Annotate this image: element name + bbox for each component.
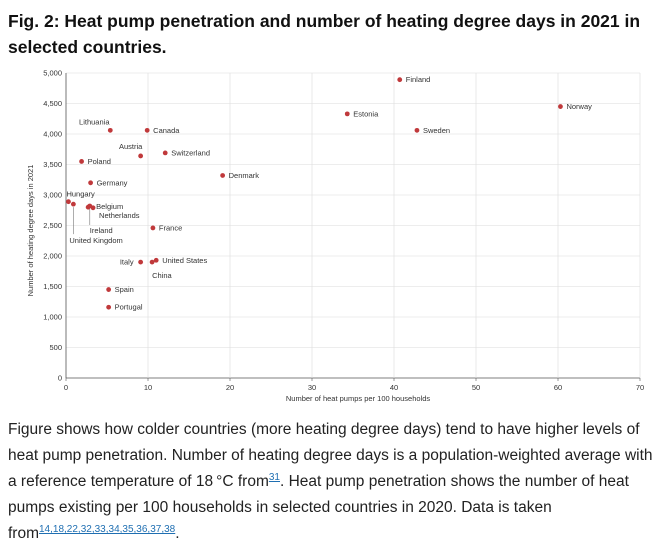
figure-title: Fig. 2: Heat pump penetration and number… [8, 11, 641, 57]
x-tick-label: 60 [554, 383, 562, 392]
y-tick-label: 4,500 [43, 99, 62, 108]
scatter-chart: 05001,0001,5002,0002,5003,0003,5004,0004… [26, 69, 644, 404]
data-point [66, 199, 71, 205]
data-point [149, 259, 155, 265]
point-label: Denmark [229, 171, 260, 180]
data-point [70, 201, 76, 207]
point-label: Hungary [66, 190, 95, 199]
data-point [414, 127, 420, 133]
point-label: Norway [566, 102, 592, 111]
reference-link-31[interactable]: 31 [268, 471, 280, 483]
x-tick-label: 0 [64, 383, 68, 392]
data-point [162, 150, 168, 156]
point-label: China [152, 271, 172, 280]
reference-links[interactable]: 14,18,22,32,33,34,35,36,37,38 [39, 523, 176, 535]
caption-text-2: . Heat pump penetration shows the number… [8, 473, 629, 542]
y-tick-label: 3,500 [43, 160, 62, 169]
data-point [87, 203, 93, 209]
axis-layer: 05001,0001,5002,0002,5003,0003,5004,0004… [43, 69, 644, 393]
point-label: Canada [153, 126, 180, 135]
x-axis-label: Number of heat pumps per 100 households [286, 394, 431, 403]
point-label: Spain [115, 285, 134, 294]
x-tick-label: 30 [308, 383, 316, 392]
point-label: Netherlands [99, 211, 140, 220]
caption-text: Figure shows how colder countries (more … [8, 421, 653, 490]
y-tick-label: 5,000 [43, 69, 62, 78]
data-point [397, 77, 403, 83]
data-point [153, 257, 159, 263]
data-point [144, 127, 150, 133]
point-label-layer: Finland Norway Estonia Sweden Lithuania Canad… [66, 75, 592, 312]
figure-caption: Figure shows how colder countries (more … [8, 417, 653, 547]
point-label: Italy [120, 258, 134, 267]
data-point [107, 127, 113, 133]
y-tick-label: 2,500 [43, 221, 62, 230]
point-label: Ireland [90, 226, 113, 235]
point-layer [66, 77, 563, 310]
data-point [106, 287, 112, 292]
x-tick-label: 10 [144, 383, 152, 392]
point-label: Austria [119, 142, 143, 151]
data-point [150, 225, 156, 231]
data-point [138, 259, 144, 265]
point-label: Finland [406, 75, 431, 84]
point-label: Lithuania [79, 117, 110, 126]
y-tick-label: 0 [58, 374, 62, 383]
y-tick-label: 1,500 [43, 282, 62, 291]
data-point [106, 304, 112, 310]
y-tick-label: 2,000 [43, 252, 62, 261]
y-tick-label: 4,000 [43, 130, 62, 139]
point-label: United States [162, 256, 207, 265]
point-label: Poland [88, 157, 111, 166]
y-tick-label: 500 [49, 343, 62, 352]
point-label: France [159, 223, 182, 232]
data-point [558, 104, 563, 109]
point-label: Germany [97, 178, 128, 187]
x-tick-label: 40 [390, 383, 398, 392]
data-point [138, 153, 144, 159]
point-label: Portugal [115, 303, 143, 312]
data-point [88, 180, 93, 186]
point-label: Sweden [423, 126, 450, 135]
data-point [220, 173, 226, 178]
x-tick-label: 20 [226, 383, 234, 392]
x-tick-label: 50 [472, 383, 480, 392]
point-label: Belgium [96, 202, 123, 211]
grid-layer [65, 72, 641, 379]
y-tick-label: 3,000 [43, 191, 62, 200]
point-label: United Kingdom [69, 236, 122, 245]
point-label: Estonia [353, 109, 379, 118]
y-tick-label: 1,000 [43, 313, 62, 322]
caption-end: . [175, 525, 180, 542]
point-label: Switzerland [171, 148, 210, 157]
y-axis-label: Number of heating degree days in 2021 [26, 165, 35, 297]
data-point [344, 111, 350, 117]
data-point [79, 159, 84, 164]
x-tick-label: 70 [636, 383, 644, 392]
